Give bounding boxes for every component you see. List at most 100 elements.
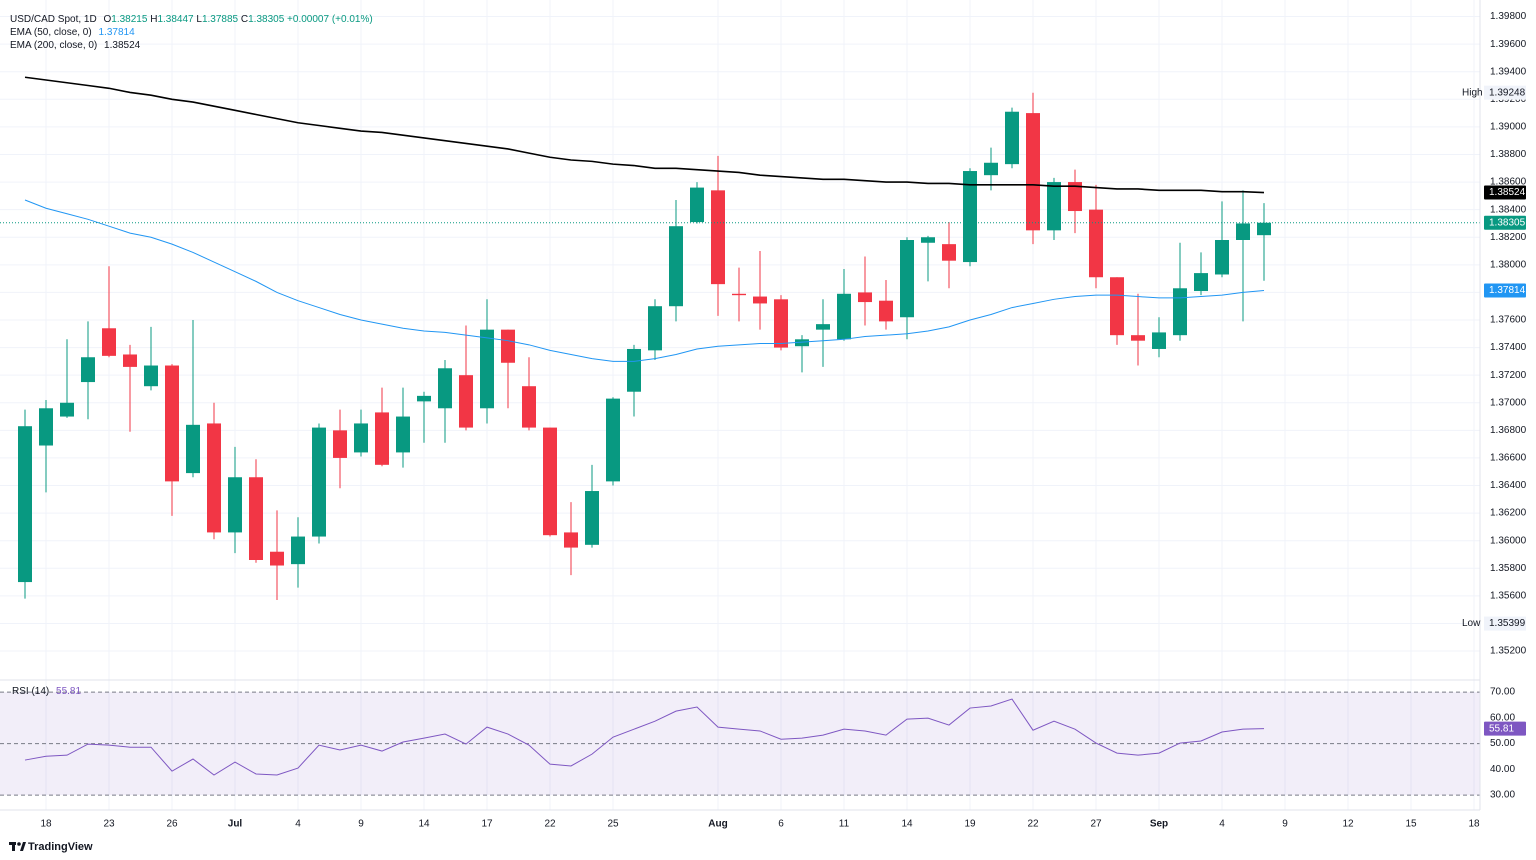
x-tick-label: Sep — [1150, 819, 1168, 830]
candle-body — [480, 329, 494, 409]
price-badge — [1484, 283, 1526, 298]
y-tick-label: 1.38400 — [1490, 204, 1527, 215]
candle-body — [165, 365, 179, 482]
x-tick-label: 23 — [103, 819, 115, 830]
x-tick-label: 15 — [1405, 819, 1417, 830]
y-tick-label: 1.37000 — [1490, 397, 1527, 408]
candle-body — [690, 187, 704, 223]
ohlc-prefix: C — [241, 14, 248, 25]
price-badge-label: 1.38305 — [1489, 217, 1526, 228]
x-tick-label: Jul — [228, 819, 243, 830]
y-tick-label: 1.35600 — [1490, 591, 1527, 602]
x-tick-label: 17 — [481, 819, 493, 830]
y-tick-label: 1.38600 — [1490, 177, 1527, 188]
candle-body — [795, 339, 809, 347]
y-tick-label: 1.37400 — [1490, 342, 1527, 353]
candle-body — [711, 190, 725, 285]
x-tick-label: 18 — [1468, 819, 1480, 830]
candle-body — [606, 398, 620, 482]
candle-body — [816, 324, 830, 330]
candle-body — [1215, 240, 1229, 275]
extreme-badge — [1484, 616, 1526, 631]
rsi-tick-label: 70.00 — [1490, 687, 1515, 698]
extreme-badge — [1484, 85, 1526, 100]
y-tick-label: 1.37600 — [1490, 315, 1527, 326]
candle-body — [1068, 182, 1082, 212]
candle-body — [669, 226, 683, 307]
legend-value: 1.38524 — [104, 40, 141, 51]
ohlc-prefix: H — [150, 14, 157, 25]
y-tick-label: 1.38800 — [1490, 149, 1527, 160]
series-line — [24, 76, 1265, 194]
y-tick-label: 1.36400 — [1490, 480, 1527, 491]
y-tick-label: 1.39400 — [1490, 66, 1527, 77]
candle-body — [1089, 209, 1103, 278]
candle-body — [900, 240, 914, 318]
ohlc-prefix: L — [196, 14, 202, 25]
candle-body — [1236, 223, 1250, 240]
price-badge-label: 1.37814 — [1489, 285, 1526, 296]
candle-body — [60, 402, 74, 417]
candle-body — [879, 300, 893, 322]
candle-body — [18, 426, 32, 583]
candle-body — [648, 306, 662, 351]
marks-layer — [0, 76, 1480, 776]
rsi-tick-label: 40.00 — [1490, 764, 1515, 775]
y-tick-label: 1.39800 — [1490, 11, 1527, 22]
candle-body — [102, 328, 116, 356]
candle-body — [1026, 113, 1040, 231]
x-tick-label: 25 — [607, 819, 619, 830]
legend-name: EMA (50, close, 0) — [10, 27, 92, 38]
y-tick-label: 1.38200 — [1490, 232, 1527, 243]
ema50-legend: EMA (50, close, 0) 1.37814 — [10, 27, 135, 38]
rsi-tick-label: 30.00 — [1490, 790, 1515, 801]
candle-body — [144, 365, 158, 387]
candle-body — [438, 368, 452, 409]
candle-body — [207, 423, 221, 533]
rsi-tick-label: 60.00 — [1490, 712, 1515, 723]
x-tick-label: 26 — [166, 819, 178, 830]
series-line — [24, 698, 1265, 776]
brand-name: TradingView — [28, 841, 93, 853]
y-tick-label: 1.35200 — [1490, 646, 1527, 657]
candle-body — [1005, 111, 1019, 165]
candle-body — [249, 477, 263, 560]
price-badge-label: 1.38524 — [1489, 187, 1526, 198]
candle-body — [732, 293, 746, 296]
ohlc-value: 1.38305 — [248, 14, 285, 25]
x-tick-label: 9 — [358, 819, 364, 830]
candle-body — [522, 386, 536, 428]
candle-body — [543, 427, 557, 536]
rsi-tick-label: 50.00 — [1490, 738, 1515, 749]
x-tick-label: 18 — [40, 819, 52, 830]
text-layer: 1.352001.354001.356001.358001.360001.362… — [40, 11, 1526, 829]
change: +0.00007 (+0.01%) — [287, 14, 373, 25]
x-tick-label: 6 — [778, 819, 784, 830]
candle-body — [1152, 332, 1166, 349]
y-tick-label: 1.35800 — [1490, 563, 1527, 574]
candle-body — [858, 292, 872, 303]
candle-body — [1257, 222, 1271, 236]
candle-body — [921, 237, 935, 243]
candle-body — [270, 551, 284, 566]
x-tick-label: 14 — [418, 819, 430, 830]
candle-body — [228, 477, 242, 533]
candle-body — [963, 171, 977, 263]
candle-body — [396, 416, 410, 453]
x-tick-label: Aug — [708, 819, 727, 830]
candle-body — [123, 354, 137, 367]
candle-body — [984, 162, 998, 176]
ohlc-value: 1.38215 — [111, 14, 148, 25]
candle-body — [1173, 288, 1187, 336]
x-tick-label: 22 — [544, 819, 556, 830]
x-tick-label: 4 — [1219, 819, 1225, 830]
header-legend: USD/CAD Spot, 1D O1.38215 H1.38447 L1.37… — [10, 14, 373, 25]
x-tick-label: 22 — [1027, 819, 1039, 830]
x-tick-label: 12 — [1342, 819, 1354, 830]
candle-body — [459, 375, 473, 428]
y-tick-label: 1.36000 — [1490, 535, 1527, 546]
candle-body — [312, 427, 326, 537]
candle-body — [1047, 182, 1061, 231]
candle-body — [1194, 273, 1208, 292]
extreme-value: 1.39248 — [1489, 87, 1526, 98]
